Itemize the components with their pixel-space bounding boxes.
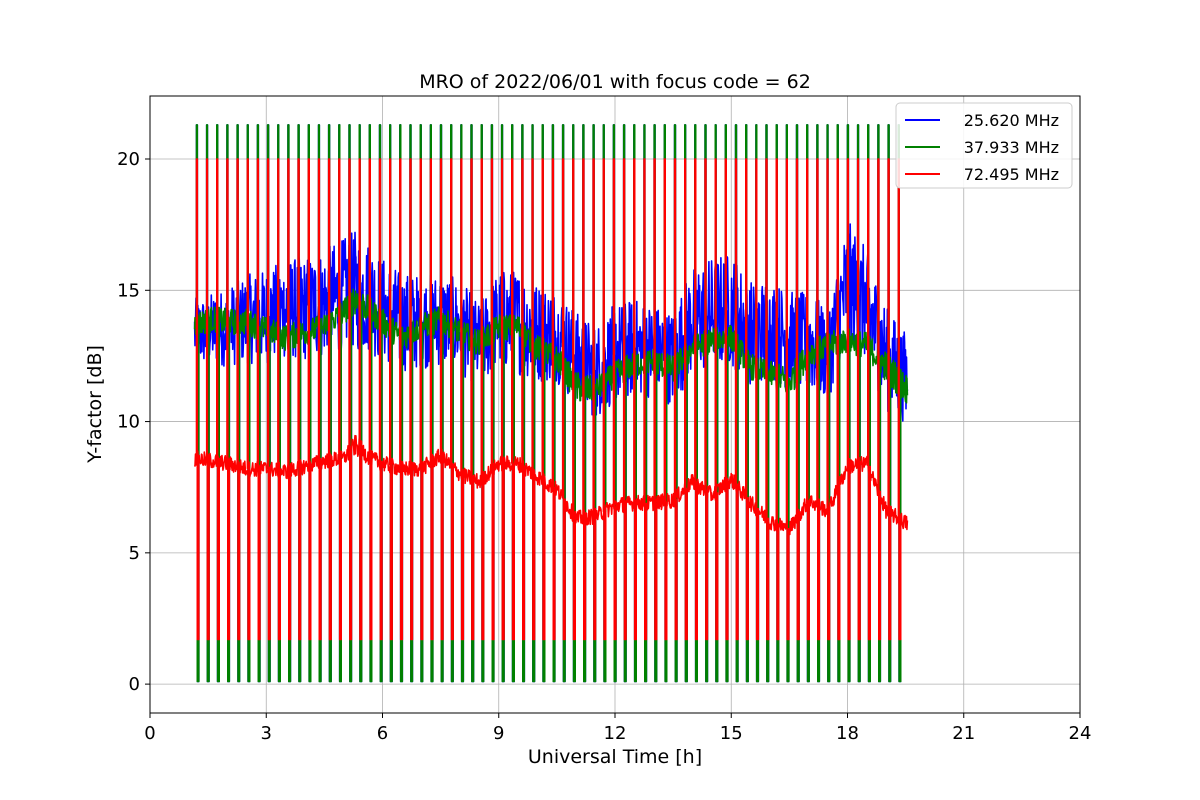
series-layer	[193, 124, 909, 683]
x-tick-label: 21	[952, 723, 975, 744]
x-tick-label: 3	[261, 723, 272, 744]
chart-title: MRO of 2022/06/01 with focus code = 62	[419, 71, 811, 93]
x-tick-label: 12	[604, 723, 627, 744]
plot-area	[149, 95, 1081, 714]
y-tick-label: 5	[129, 543, 140, 564]
x-tick-label: 18	[836, 723, 859, 744]
legend-label: 37.933 MHz	[964, 138, 1059, 157]
y-tick-label: 20	[117, 149, 140, 170]
y-tick-label: 15	[117, 280, 140, 301]
x-tick-label: 24	[1069, 723, 1092, 744]
x-tick-label: 0	[144, 723, 155, 744]
x-tick-label: 9	[493, 723, 504, 744]
y-tick-label: 10	[117, 412, 140, 433]
y-axis-ticks: 0 5 10 15 20	[117, 149, 150, 695]
x-axis-label: Universal Time [h]	[528, 746, 702, 768]
x-tick-label: 15	[720, 723, 743, 744]
legend-box	[895, 102, 1073, 189]
y-axis-label: Y-factor [dB]	[84, 345, 106, 464]
legend-label: 25.620 MHz	[964, 111, 1059, 130]
y-tick-label: 0	[129, 674, 140, 695]
x-tick-label: 6	[377, 723, 388, 744]
x-axis-ticks: 0 3 6 9 12 15 18 21 24	[144, 713, 1091, 744]
series-line-72-495-mhz	[193, 158, 909, 641]
legend: 25.620 MHz 37.933 MHz 72.495 MHz	[895, 102, 1073, 189]
legend-label: 72.495 MHz	[964, 165, 1059, 184]
